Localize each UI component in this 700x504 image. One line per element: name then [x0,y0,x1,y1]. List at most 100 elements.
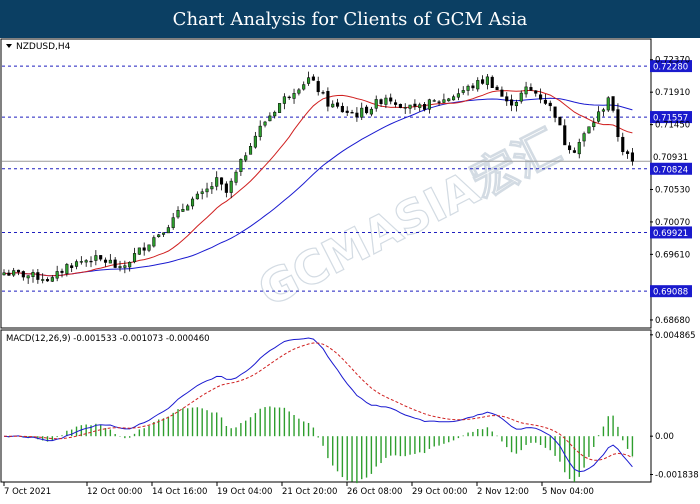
candle-body [558,116,562,126]
candle-body [321,92,325,94]
candle-body [432,100,436,102]
candle-body [456,93,460,98]
macd-tick-label-0: 0.004865 [655,331,696,341]
macd-signal-line [3,342,633,461]
moving-averages [3,90,633,277]
candle-body [292,93,296,99]
level-label-4: 0.69088 [653,288,688,298]
candle-body [176,210,180,218]
candle-body [219,177,224,185]
candle-body [89,260,93,263]
candle-body [103,259,108,263]
candle-body [84,260,88,263]
candle-body [253,135,257,148]
macd-panel-frame [0,329,652,483]
price-chart[interactable]: GCMASIA宏汇 0.722800.715570.708240.699210.… [0,38,700,500]
candle-body [452,96,456,101]
watermark-text: GCMASIA宏汇 [250,119,569,317]
candle-body [524,86,528,95]
candle-body [543,99,547,104]
page-title-banner: Chart Analysis for Clients of GCM Asia [0,0,700,38]
candle-body [12,270,16,276]
level-tag-2 [650,162,692,175]
candle-body [45,279,50,282]
candle-body [132,253,137,263]
candle-body [50,277,54,282]
level-label-2: 0.70824 [653,165,688,175]
candle-body [437,101,441,103]
candle-body [389,97,393,102]
price-tick-label-2: 0.71450 [655,121,690,131]
candle-body [16,269,21,273]
candle-body [108,259,112,264]
candle-body [306,77,311,84]
candle-body [65,264,69,274]
candle-body [123,265,127,268]
symbol-dropdown-icon[interactable] [6,44,12,48]
candle-body [55,271,59,279]
candle-body [166,227,170,234]
candle-body [577,142,581,155]
candle-body [263,121,267,126]
candle-body [394,102,398,105]
macd-plot [3,337,634,484]
time-tick-label-8: 5 Nov 04:00 [542,487,594,497]
candle-body [568,145,572,151]
candle-body [621,136,625,153]
time-tick-label-5: 26 Oct 08:00 [347,487,402,497]
time-axis: 7 Oct 2021 12 Oct 00:00 14 Oct 16:00 19 Oct… [3,482,594,497]
macd-tick-label-2: -0.001838 [655,470,699,480]
level-label-1: 0.71557 [653,114,688,124]
candle-body [244,155,248,161]
candle-body [239,159,243,172]
candle-body [442,99,446,103]
candle-body [529,87,533,91]
time-tick-label-3: 19 Oct 04:00 [217,487,272,497]
candle-body [597,111,601,122]
candle-body [94,255,98,261]
candle-body [481,79,485,84]
candle-body [161,232,166,235]
candle-body [461,90,465,93]
candle-body [171,217,175,228]
macd-axis: 0.004865 0.00 -0.001838 [650,331,699,480]
candle-body [36,272,40,280]
candle-body [626,151,630,154]
candle-body [466,85,470,91]
candle-body [152,237,156,247]
candle-body [7,272,11,276]
candle-body [471,85,475,89]
candle-body [413,103,417,107]
time-tick-label-1: 12 Oct 00:00 [87,487,142,497]
candle-body [505,96,509,102]
candle-body [553,106,557,118]
candle-body [582,133,586,142]
candle-body [476,80,480,90]
candle-body [258,125,262,137]
candle-body [41,279,45,281]
candle-body [500,89,504,97]
candle-body [350,112,354,114]
price-tick-label-4: 0.70070 [655,218,690,228]
price-panel-frame [0,38,652,329]
candle-body [215,177,219,187]
price-tick-label-0: 0.72370 [655,56,690,66]
candle-body [398,103,402,108]
candle-body [31,272,35,277]
candle-body [606,97,610,111]
time-tick-label-0: 7 Oct 2021 [4,487,51,497]
candle-body [311,76,315,81]
candle-body [186,205,190,211]
macd-main-line [3,337,633,473]
candle-body [336,102,340,107]
price-axis: 0.72370 0.71910 0.71450 0.70530 0.70070 0.696… [650,56,690,326]
candles [2,71,634,284]
price-tick-label-3: 0.70530 [655,185,690,195]
price-tick-label-6: 0.68680 [655,316,690,326]
candle-body [282,96,286,104]
candle-body [113,259,117,268]
time-tick-label-6: 29 Oct 00:00 [412,487,467,497]
candle-body [2,272,6,276]
candle-body [316,81,320,93]
candle-body [423,104,427,110]
